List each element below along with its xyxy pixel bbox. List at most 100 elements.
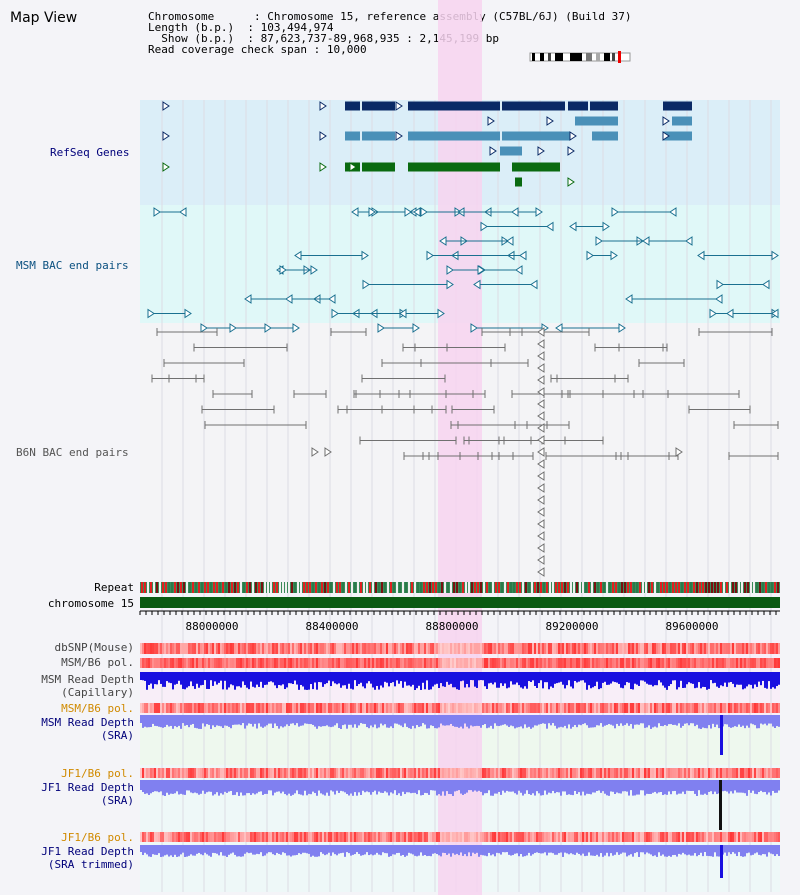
depth-bar: [564, 780, 566, 792]
pol-cell: [170, 703, 172, 713]
pol-cell: [380, 768, 382, 778]
depth-bar: [394, 672, 396, 687]
pol-cell: [546, 643, 548, 654]
repeat-element: [450, 582, 452, 593]
pol-cell: [446, 643, 448, 654]
pol-cell: [698, 832, 700, 842]
repeat-track[interactable]: [140, 582, 780, 593]
msm-depth-capillary-track[interactable]: [140, 672, 780, 690]
gene-strand-arrow: [546, 116, 554, 126]
pol-cell: [204, 832, 206, 842]
pol-cell: [218, 703, 220, 713]
jf1-b6-pol-track-2[interactable]: [140, 832, 780, 842]
repeat-element: [765, 582, 767, 593]
depth-bar: [228, 780, 230, 792]
depth-bar: [776, 845, 778, 855]
repeat-element: [159, 582, 161, 593]
pol-cell: [430, 832, 432, 842]
pol-cell: [626, 832, 628, 842]
b6n-bac-track[interactable]: [151, 327, 779, 577]
bac-end-marker: [446, 279, 454, 290]
pol-cell: [440, 832, 442, 842]
depth-bar: [248, 715, 250, 724]
chromosome-bar[interactable]: [140, 597, 780, 608]
depth-bar: [618, 715, 620, 726]
pol-cell: [202, 703, 204, 713]
msm-b6-pol-track[interactable]: [140, 658, 780, 668]
pol-cell: [496, 832, 498, 842]
pol-cell: [494, 703, 496, 713]
msm-depth-sra-track[interactable]: [140, 715, 780, 755]
selection-highlight[interactable]: [438, 0, 482, 895]
depth-bar: [228, 845, 230, 855]
depth-bar: [648, 780, 650, 794]
pol-cell: [656, 768, 658, 778]
pol-cell: [382, 643, 384, 654]
pol-cell: [636, 658, 638, 668]
label-jf1-b6-pol-2: JF1/B6 pol.: [61, 831, 134, 844]
depth-bar: [224, 845, 226, 856]
pol-cell: [330, 703, 332, 713]
refseq-genes-track[interactable]: [162, 101, 692, 187]
repeat-element: [474, 582, 476, 593]
pol-cell: [662, 832, 664, 842]
pol-cell: [276, 703, 278, 713]
pol-cell: [484, 658, 486, 668]
depth-bar: [570, 780, 572, 795]
depth-bar: [410, 845, 412, 854]
pol-cell: [528, 703, 530, 713]
depth-bar: [196, 845, 198, 854]
depth-bar: [260, 672, 262, 682]
pol-cell: [500, 768, 502, 778]
jf1-depth-sra-track[interactable]: [140, 780, 780, 830]
repeat-element: [597, 582, 599, 593]
pol-cell: [420, 832, 422, 842]
msm-b6-pol-track-2[interactable]: [140, 703, 780, 713]
pol-cell: [738, 703, 740, 713]
pol-cell: [608, 832, 610, 842]
pol-cell: [224, 703, 226, 713]
jf1-depth-trimmed-track[interactable]: [140, 845, 780, 878]
pol-cell: [720, 832, 722, 842]
msm-bac-track[interactable]: [147, 207, 779, 333]
depth-bar: [732, 780, 734, 794]
depth-bar: [222, 780, 224, 795]
pol-cell: [344, 643, 346, 654]
depth-bar: [436, 845, 438, 855]
repeat-element: [165, 582, 167, 593]
pol-cell: [456, 703, 458, 713]
depth-bar: [444, 672, 446, 687]
depth-bar: [166, 715, 168, 725]
pol-cell: [568, 658, 570, 668]
pol-cell: [340, 768, 342, 778]
depth-bar: [724, 715, 726, 725]
depth-bar: [256, 672, 258, 685]
depth-bar: [632, 845, 634, 857]
pol-cell: [592, 832, 594, 842]
chromosome-ideogram-icon[interactable]: [529, 51, 631, 63]
depth-bar: [594, 845, 596, 856]
depth-bar: [304, 715, 306, 724]
pol-cell: [530, 832, 532, 842]
pol-cell: [448, 703, 450, 713]
depth-bar: [440, 715, 442, 724]
repeat-element: [600, 582, 602, 593]
pol-cell: [242, 703, 244, 713]
bac-end-marker: [179, 207, 187, 217]
pol-cell: [662, 703, 664, 713]
repeat-element: [705, 582, 707, 593]
pol-cell: [760, 703, 762, 713]
pol-cell: [642, 703, 644, 713]
dbsnp-track[interactable]: [140, 643, 780, 654]
depth-bar: [194, 780, 196, 793]
pol-cell: [482, 703, 484, 713]
depth-bar: [486, 672, 488, 689]
pol-cell: [274, 658, 276, 668]
depth-bar: [420, 780, 422, 796]
jf1-b6-pol-track[interactable]: [140, 768, 780, 778]
depth-bar: [654, 780, 656, 792]
depth-bar: [560, 780, 562, 796]
pol-cell: [240, 658, 242, 668]
repeat-element: [612, 582, 614, 593]
